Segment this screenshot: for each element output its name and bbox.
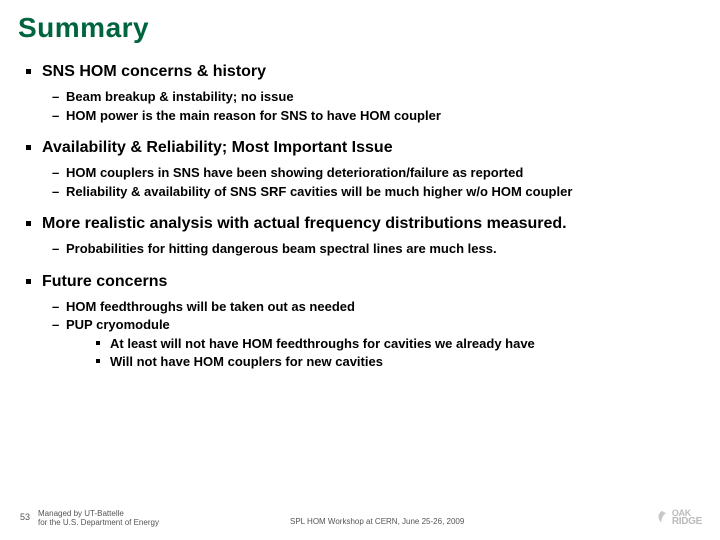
bullet-l1: Future concerns (24, 272, 702, 292)
bullet-l2: HOM feedthroughs will be taken out as ne… (24, 298, 702, 316)
bullet-l1: SNS HOM concerns & history (24, 62, 702, 82)
bullet-l2: HOM couplers in SNS have been showing de… (24, 164, 702, 182)
slide-footer: 53 Managed by UT-Battelle for the U.S. D… (0, 500, 720, 528)
bullet-l3: Will not have HOM couplers for new cavit… (24, 353, 702, 371)
sub-group: Beam breakup & instability; no issue HOM… (24, 88, 702, 124)
page-number: 53 (20, 512, 30, 522)
oak-ridge-logo: OAK RIDGE (655, 509, 702, 526)
logo-text: OAK RIDGE (672, 509, 702, 526)
managed-line2: for the U.S. Department of Energy (38, 518, 159, 528)
bullet-l2: HOM power is the main reason for SNS to … (24, 107, 702, 125)
leaf-icon (655, 510, 669, 524)
managed-by: Managed by UT-Battelle for the U.S. Depa… (38, 509, 159, 528)
bullet-l1: More realistic analysis with actual freq… (24, 214, 702, 234)
bullet-l2: PUP cryomodule (24, 316, 702, 334)
bullet-l2: Probabilities for hitting dangerous beam… (24, 240, 702, 258)
sub-group: Probabilities for hitting dangerous beam… (24, 240, 702, 258)
bullet-l1: Availability & Reliability; Most Importa… (24, 138, 702, 158)
bullet-l2: Reliability & availability of SNS SRF ca… (24, 183, 702, 201)
sub-group: HOM feedthroughs will be taken out as ne… (24, 298, 702, 371)
slide-title: Summary (18, 12, 702, 44)
sub-group: HOM couplers in SNS have been showing de… (24, 164, 702, 200)
slide-content: SNS HOM concerns & history Beam breakup … (18, 62, 702, 371)
bullet-l3: At least will not have HOM feedthroughs … (24, 335, 702, 353)
logo-line2: RIDGE (672, 517, 702, 526)
managed-line1: Managed by UT-Battelle (38, 509, 159, 519)
bullet-l2: Beam breakup & instability; no issue (24, 88, 702, 106)
event-caption: SPL HOM Workshop at CERN, June 25-26, 20… (290, 517, 464, 526)
